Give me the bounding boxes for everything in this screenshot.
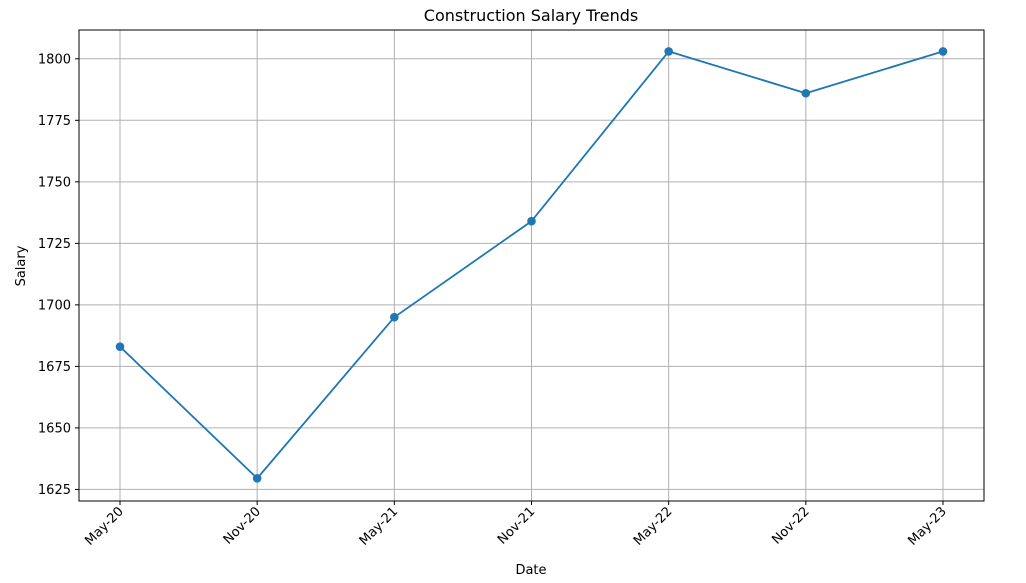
data-point [252,474,262,483]
y-tick-label: 1700 [38,298,71,313]
x-tick-label: Nov-21 [495,504,538,547]
data-point [664,47,673,56]
y-tick-label: 1675 [38,360,71,375]
series-layer [115,47,948,483]
data-point [801,88,811,98]
y-tick-label: 1725 [38,237,71,252]
x-tick-label: Nov-20 [221,504,264,547]
y-tick-label: 1750 [38,175,71,190]
x-tick-label: May-20 [82,504,126,548]
x-tick-label: May-23 [905,504,949,548]
y-tick-label: 1775 [38,114,71,129]
y-axis-label: Salary [14,245,29,286]
x-tick-label: Nov-22 [769,504,812,547]
chart-title: Construction Salary Trends [424,6,638,25]
x-axis-ticks: May-20 Nov-20 May-21 Nov-21 May-22 Nov-22 May-… [82,501,950,549]
data-point [527,216,536,226]
grid-lines [79,30,984,501]
data-point [938,47,948,56]
data-point [390,312,399,322]
y-tick-label: 1800 [38,52,71,67]
data-point [115,342,125,352]
y-tick-label: 1625 [38,483,71,498]
x-tick-label: May-21 [357,504,401,548]
y-axis-ticks: 1625 1650 1675 1700 1725 1750 1775 1800 [38,52,79,498]
y-tick-label: 1650 [38,421,71,436]
x-axis-label: Date [515,563,546,578]
x-tick-label: May-22 [631,504,675,548]
